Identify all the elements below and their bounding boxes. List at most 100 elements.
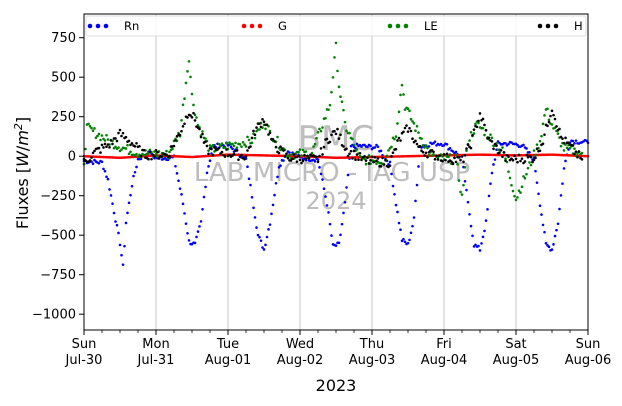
point-LE	[238, 142, 242, 146]
point-H	[421, 150, 425, 154]
point-H	[294, 155, 297, 159]
point-LE	[97, 132, 101, 136]
watermark: BMC LAB MICRO - IAG USP 2024	[194, 119, 470, 215]
point-H	[193, 119, 197, 122]
point-Rn	[474, 243, 477, 247]
point-H	[246, 149, 249, 152]
point-H	[301, 159, 305, 163]
point-LE	[528, 161, 531, 164]
point-Rn	[175, 172, 179, 175]
point-H	[492, 147, 495, 151]
x-tick-day-7: Sun	[576, 337, 601, 352]
point-LE	[543, 114, 546, 117]
point-H	[93, 149, 96, 153]
point-H	[142, 148, 146, 152]
point-H	[250, 136, 254, 140]
point-H	[223, 155, 227, 158]
point-LE	[171, 147, 174, 151]
point-H	[415, 142, 419, 146]
point-LE	[211, 143, 215, 147]
point-Rn	[321, 178, 324, 181]
point-LE	[232, 144, 236, 148]
point-Rn	[127, 201, 131, 205]
point-LE	[168, 150, 171, 154]
point-LE	[441, 155, 444, 158]
point-Rn	[522, 143, 525, 147]
point-H	[228, 153, 231, 157]
x-tick-date-2: Aug-01	[205, 353, 252, 368]
legend-label-H: H	[574, 19, 583, 33]
point-Rn	[205, 171, 209, 175]
point-H	[381, 156, 384, 160]
point-H	[277, 151, 281, 155]
point-H	[339, 133, 342, 137]
point-Rn	[231, 147, 234, 151]
point-LE	[201, 130, 204, 133]
point-LE	[516, 196, 519, 199]
point-LE	[142, 153, 146, 157]
point-Rn	[106, 177, 110, 181]
point-H	[418, 144, 422, 148]
point-Rn	[249, 183, 252, 187]
point-H	[244, 155, 248, 158]
point-H	[282, 149, 285, 152]
point-Rn	[376, 145, 380, 149]
point-LE	[534, 154, 537, 157]
point-Rn	[564, 159, 567, 163]
point-H	[115, 139, 119, 143]
point-LE	[522, 175, 525, 178]
point-H	[561, 137, 564, 140]
point-LE	[324, 116, 327, 120]
point-LE	[414, 129, 417, 133]
point-Rn	[397, 221, 401, 225]
point-H	[478, 112, 482, 115]
point-Rn	[343, 200, 347, 204]
point-Rn	[552, 243, 555, 246]
point-H	[367, 162, 371, 165]
point-H	[369, 159, 372, 162]
point-Rn	[181, 202, 185, 206]
point-H	[252, 129, 255, 133]
legend-marker-Rn	[103, 23, 109, 29]
point-LE	[129, 150, 132, 154]
point-LE	[342, 108, 345, 112]
point-LE	[523, 176, 527, 180]
point-Rn	[556, 222, 560, 226]
point-H	[396, 139, 399, 142]
point-H	[555, 125, 558, 128]
point-H	[465, 147, 468, 150]
point-H	[558, 127, 561, 131]
point-H	[426, 155, 429, 159]
point-H	[258, 122, 261, 125]
point-H	[550, 109, 554, 113]
point-LE	[348, 131, 351, 135]
point-LE	[568, 146, 572, 150]
point-H	[304, 157, 308, 161]
point-Rn	[327, 211, 330, 214]
point-Rn	[451, 150, 455, 153]
point-H	[240, 153, 243, 157]
y-tick-label-7: −1000	[32, 308, 76, 323]
point-H	[273, 140, 276, 143]
point-H	[571, 144, 575, 147]
point-LE	[90, 126, 93, 130]
point-Rn	[442, 144, 446, 147]
point-Rn	[253, 216, 257, 219]
point-Rn	[325, 204, 329, 207]
point-H	[130, 142, 134, 145]
point-H	[577, 150, 581, 153]
point-Rn	[492, 163, 495, 166]
legend-marker-Rn	[87, 23, 93, 29]
point-LE	[399, 93, 402, 97]
point-H	[376, 157, 380, 160]
point-H	[352, 149, 356, 153]
point-Rn	[139, 157, 143, 161]
point-H	[391, 151, 395, 155]
point-LE	[481, 126, 485, 130]
point-H	[91, 151, 95, 155]
point-H	[345, 147, 348, 151]
point-LE	[180, 119, 183, 122]
vertical-gridlines	[83, 14, 589, 330]
point-Rn	[496, 140, 500, 143]
point-LE	[576, 152, 579, 155]
